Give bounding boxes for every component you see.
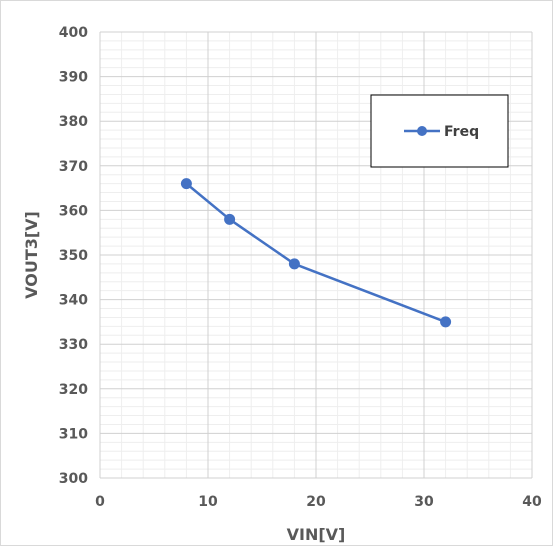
legend: Freq <box>370 94 509 168</box>
y-tick-label: 340 <box>59 293 88 309</box>
data-point <box>288 258 300 270</box>
x-axis-title: VIN[V] <box>287 525 346 544</box>
y-tick-label: 320 <box>59 382 88 398</box>
legend-marker-freq <box>417 126 427 136</box>
legend-label-freq: Freq <box>444 124 479 140</box>
x-tick-label: 20 <box>306 494 326 510</box>
y-tick-label: 380 <box>59 114 88 130</box>
y-tick-label: 370 <box>59 159 88 175</box>
y-tick-label: 390 <box>59 70 88 86</box>
x-tick-label: 30 <box>414 494 434 510</box>
y-tick-label: 310 <box>59 426 88 442</box>
data-point <box>224 213 236 225</box>
data-point <box>180 178 192 190</box>
data-point <box>440 316 452 328</box>
y-tick-label: 330 <box>59 337 88 353</box>
x-tick-label: 0 <box>95 494 105 510</box>
y-tick-label: 300 <box>59 471 88 487</box>
x-tick-label: 40 <box>522 494 542 510</box>
x-tick-label: 10 <box>198 494 218 510</box>
y-tick-label: 360 <box>59 203 88 219</box>
y-tick-label: 350 <box>59 248 88 264</box>
series-line-freq <box>185 182 447 324</box>
y-axis-title: VOUT3[V] <box>22 211 41 299</box>
y-tick-label: 400 <box>59 25 88 41</box>
